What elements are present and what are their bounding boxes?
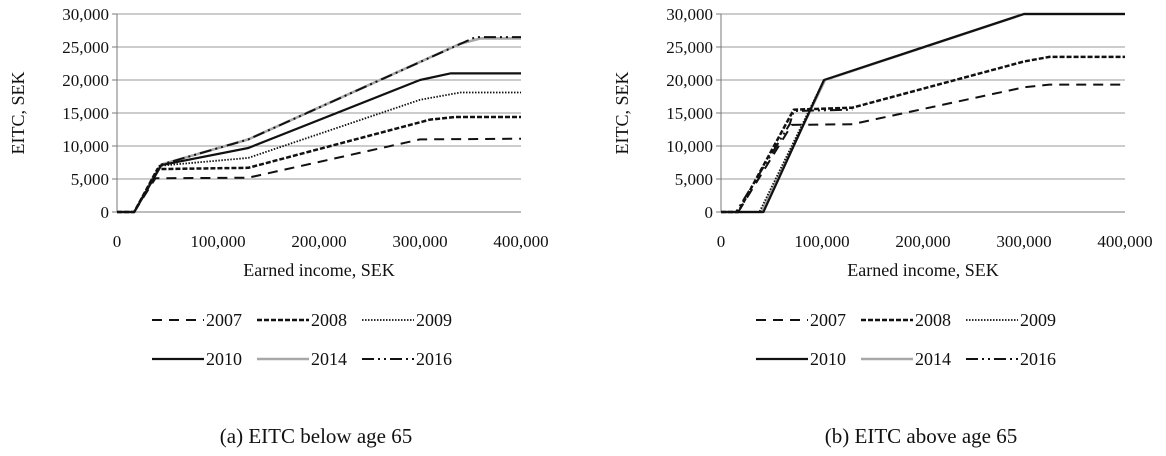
panel-b-legend-label-2008: 2008 — [915, 310, 951, 330]
panel-a-gridlines — [117, 13, 521, 180]
panel-a-y-axis-title: EITC, SEK — [8, 72, 28, 155]
panel-a-legend-label-2008: 2008 — [311, 310, 347, 330]
panel-b-y-tick-label: 20,000 — [666, 71, 713, 90]
panel-b: 0 5,000 10,000 15,000 20,000 25,000 30,000 0 100… — [612, 5, 1153, 448]
panel-a-axes — [112, 13, 521, 213]
panel-b-series-line-2010 — [721, 12, 1125, 214]
panel-b-y-tick-label: 0 — [705, 203, 714, 222]
panel-a-legend: 2007 2008 2009 2010 2014 2016 — [152, 310, 452, 369]
panel-b-gridlines — [721, 13, 1125, 180]
panel-b-x-axis-title: Earned income, SEK — [847, 260, 998, 280]
panel-a-legend-label-2014: 2014 — [311, 349, 347, 369]
panel-b-y-tick-label: 10,000 — [666, 137, 713, 156]
panel-a-y-tick-label: 25,000 — [62, 38, 109, 57]
panel-a-legend-label-2016: 2016 — [416, 349, 452, 369]
panel-a: 0 5,000 10,000 15,000 20,000 25,000 30,000 0 100… — [8, 5, 549, 448]
panel-a-series-line-2009 — [117, 91, 521, 213]
panel-b-y-tick-label: 15,000 — [666, 104, 713, 123]
panel-b-legend-label-2016: 2016 — [1020, 349, 1056, 369]
panel-b-legend-label-2010: 2010 — [810, 349, 846, 369]
panel-b-y-tick-label: 5,000 — [675, 170, 713, 189]
panel-a-legend-label-2007: 2007 — [206, 310, 242, 330]
panel-b-x-tick-label: 0 — [717, 232, 726, 251]
panel-b-series — [721, 12, 1125, 214]
panel-b-y-axis-title: EITC, SEK — [612, 72, 632, 155]
panel-b-y-tick-label: 25,000 — [666, 38, 713, 57]
panel-a-tick-labels: 0 5,000 10,000 15,000 20,000 25,000 30,000 0 100… — [62, 5, 548, 251]
panel-b-tick-labels: 0 5,000 10,000 15,000 20,000 25,000 30,000 0 100… — [666, 5, 1152, 251]
panel-b-x-tick-label: 400,000 — [1097, 232, 1152, 251]
panel-b-legend: 2007 2008 2009 2010 2014 2016 — [756, 310, 1056, 369]
panel-a-y-tick-label: 0 — [101, 203, 110, 222]
panel-b-legend-label-2014: 2014 — [915, 349, 951, 369]
panel-b-legend-label-2009: 2009 — [1020, 310, 1056, 330]
panel-b-axes — [716, 13, 1125, 213]
panel-a-series — [117, 36, 522, 214]
panel-a-y-tick-label: 15,000 — [62, 104, 109, 123]
panel-a-caption: (a) EITC below age 65 — [220, 424, 412, 448]
panel-b-caption: (b) EITC above age 65 — [825, 424, 1017, 448]
panel-b-series-line-2016 — [721, 108, 853, 213]
panel-a-y-tick-label: 30,000 — [62, 5, 109, 24]
panel-a-y-tick-label: 10,000 — [62, 137, 109, 156]
panel-b-y-tick-label: 30,000 — [666, 5, 713, 24]
panel-b-x-tick-label: 300,000 — [996, 232, 1051, 251]
panel-a-legend-label-2009: 2009 — [416, 310, 452, 330]
panel-a-x-tick-label: 100,000 — [190, 232, 245, 251]
panel-a-x-tick-label: 200,000 — [291, 232, 346, 251]
panel-a-series-line-2010 — [117, 72, 521, 214]
panel-a-x-tick-label: 300,000 — [392, 232, 447, 251]
panel-a-legend-label-2010: 2010 — [206, 349, 242, 369]
panel-a-y-tick-label: 20,000 — [62, 71, 109, 90]
panel-b-series-line-2007 — [721, 83, 1125, 213]
panel-a-series-line-2007 — [117, 137, 522, 213]
panel-a-x-tick-label: 400,000 — [493, 232, 548, 251]
panel-a-x-tick-label: 0 — [113, 232, 122, 251]
panel-a-series-line-2016 — [117, 36, 521, 213]
panel-a-series-line-2014 — [117, 37, 521, 214]
panel-b-x-tick-label: 100,000 — [794, 232, 849, 251]
panel-a-x-axis-title: Earned income, SEK — [243, 260, 394, 280]
panel-b-x-tick-label: 200,000 — [895, 232, 950, 251]
panel-b-legend-label-2007: 2007 — [810, 310, 846, 330]
panel-a-y-tick-label: 5,000 — [71, 170, 109, 189]
